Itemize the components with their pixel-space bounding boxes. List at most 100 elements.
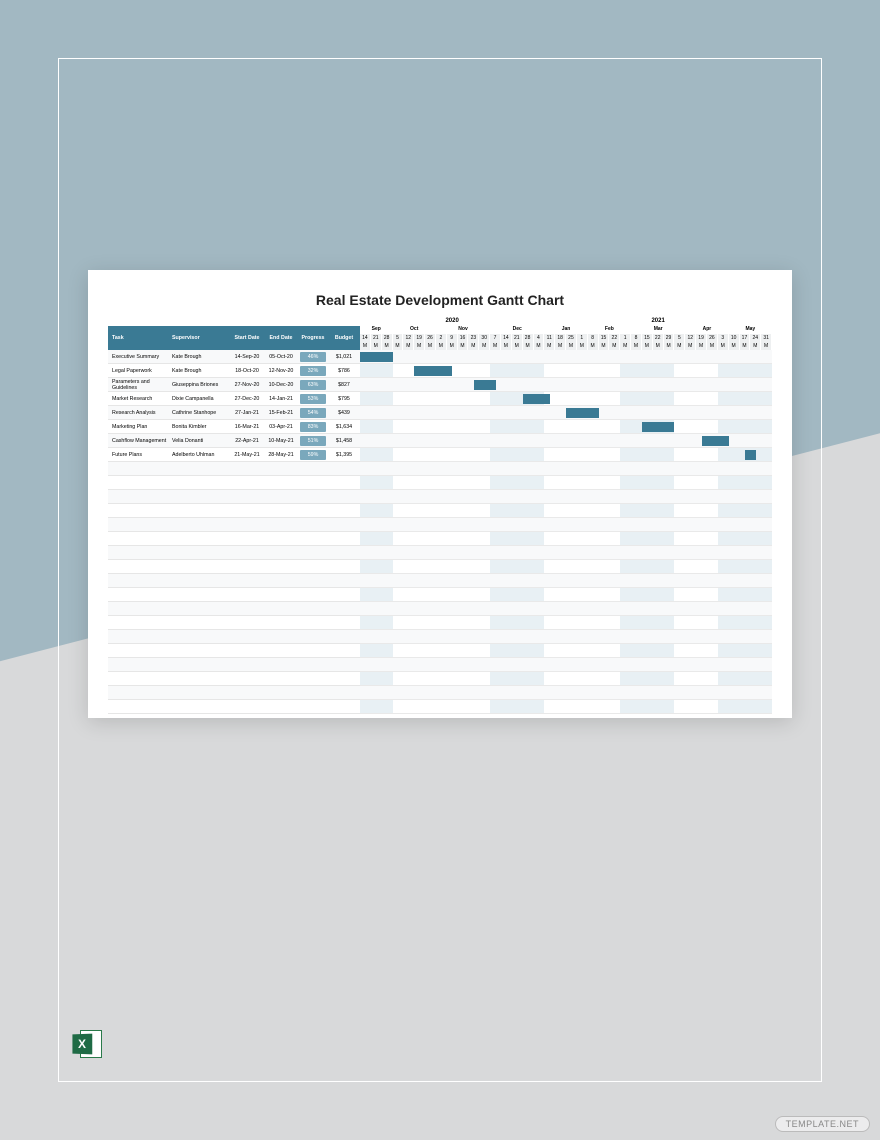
day-label: 5 — [674, 334, 685, 342]
day-label: 8 — [588, 334, 599, 342]
day-label: 2 — [436, 334, 447, 342]
weekday-label: M — [609, 342, 620, 350]
weekday-label: M — [761, 342, 772, 350]
header-budget: Budget — [328, 335, 360, 341]
day-label: 22 — [609, 334, 620, 342]
table-row: Market ResearchDixie Campanella27-Dec-20… — [108, 392, 360, 406]
weekday-label: M — [382, 342, 393, 350]
gantt-row — [360, 434, 772, 448]
gantt-empty-row — [360, 504, 772, 518]
cell-end: 10-May-21 — [264, 438, 298, 444]
day-label: 21 — [512, 334, 523, 342]
cell-progress: 83% — [298, 420, 328, 434]
year-label: 2021 — [544, 318, 772, 326]
gantt-weekday-row: MMMMMMMMMMMMMMMMMMMMMMMMMMMMMMMMMMMMMM — [360, 342, 772, 350]
weekday-label: M — [501, 342, 512, 350]
gantt-bar — [474, 380, 496, 390]
cell-supervisor: Kate Brough — [172, 354, 230, 360]
table-row: Executive SummaryKate Brough14-Sep-2005-… — [108, 350, 360, 364]
gantt-bar — [523, 394, 550, 404]
empty-row — [108, 518, 360, 532]
header-start: Start Date — [230, 335, 264, 341]
document-paper: Real Estate Development Gantt Chart Task… — [88, 270, 792, 718]
empty-row — [108, 602, 360, 616]
weekday-label: M — [523, 342, 534, 350]
gantt-empty-row — [360, 560, 772, 574]
table-row: Marketing PlanBonita Kimbler16-Mar-2103-… — [108, 420, 360, 434]
gantt-empty-row — [360, 588, 772, 602]
day-label: 22 — [653, 334, 664, 342]
excel-icon: X — [72, 1028, 104, 1060]
weekday-label: M — [696, 342, 707, 350]
weekday-label: M — [750, 342, 761, 350]
gantt-empty-row — [360, 616, 772, 630]
weekday-label: M — [631, 342, 642, 350]
cell-supervisor: Cathrine Stanhope — [172, 410, 230, 416]
cell-progress: 51% — [298, 434, 328, 448]
table-row: Future PlansAdelberto Uhlman21-May-2128-… — [108, 448, 360, 462]
month-label: Dec — [490, 326, 544, 334]
weekday-label: M — [685, 342, 696, 350]
cell-end: 14-Jan-21 — [264, 396, 298, 402]
gantt-bar — [566, 408, 599, 418]
empty-row — [108, 686, 360, 700]
cell-end: 15-Feb-21 — [264, 410, 298, 416]
cell-task: Parameters and Guidelines — [108, 379, 172, 391]
weekday-label: M — [512, 342, 523, 350]
day-label: 31 — [761, 334, 772, 342]
gantt-row — [360, 392, 772, 406]
gantt-area: 20202021 SepOctNovDecJanFebMarAprMay 142… — [360, 318, 772, 714]
day-label: 16 — [458, 334, 469, 342]
cell-progress: 59% — [298, 448, 328, 462]
month-label: Sep — [360, 326, 393, 334]
month-label: Nov — [436, 326, 490, 334]
day-label: 18 — [555, 334, 566, 342]
day-label: 24 — [750, 334, 761, 342]
cell-task: Executive Summary — [108, 354, 172, 360]
gantt-empty-row — [360, 518, 772, 532]
gantt-bar — [745, 450, 756, 460]
day-label: 9 — [447, 334, 458, 342]
cell-budget: $439 — [328, 410, 360, 416]
empty-row — [108, 644, 360, 658]
month-label: Jan — [544, 326, 587, 334]
day-label: 14 — [360, 334, 371, 342]
day-label: 29 — [664, 334, 675, 342]
gantt-empty-row — [360, 700, 772, 714]
gantt-empty-row — [360, 532, 772, 546]
gantt-month-row: SepOctNovDecJanFebMarAprMay — [360, 326, 772, 334]
weekday-label: M — [544, 342, 555, 350]
cell-progress: 54% — [298, 406, 328, 420]
weekday-label: M — [599, 342, 610, 350]
weekday-label: M — [620, 342, 631, 350]
day-label: 17 — [740, 334, 751, 342]
day-label: 28 — [523, 334, 534, 342]
header-end: End Date — [264, 335, 298, 341]
weekday-label: M — [458, 342, 469, 350]
day-label: 23 — [468, 334, 479, 342]
weekday-label: M — [653, 342, 664, 350]
cell-start: 27-Nov-20 — [230, 382, 264, 388]
weekday-label: M — [393, 342, 404, 350]
gantt-empty-row — [360, 686, 772, 700]
empty-row — [108, 616, 360, 630]
empty-row — [108, 630, 360, 644]
day-label: 11 — [544, 334, 555, 342]
cell-end: 05-Oct-20 — [264, 354, 298, 360]
empty-row — [108, 672, 360, 686]
gantt-empty-row — [360, 462, 772, 476]
weekday-label: M — [577, 342, 588, 350]
gantt-row — [360, 448, 772, 462]
empty-row — [108, 560, 360, 574]
table-row: Cashflow ManagementVelia Donanti22-Apr-2… — [108, 434, 360, 448]
gantt-empty-row — [360, 630, 772, 644]
gantt-row — [360, 378, 772, 392]
cell-budget: $1,458 — [328, 438, 360, 444]
empty-row — [108, 700, 360, 714]
day-label: 26 — [707, 334, 718, 342]
weekday-label: M — [642, 342, 653, 350]
day-label: 4 — [534, 334, 545, 342]
day-label: 10 — [729, 334, 740, 342]
weekday-label: M — [718, 342, 729, 350]
weekday-label: M — [436, 342, 447, 350]
